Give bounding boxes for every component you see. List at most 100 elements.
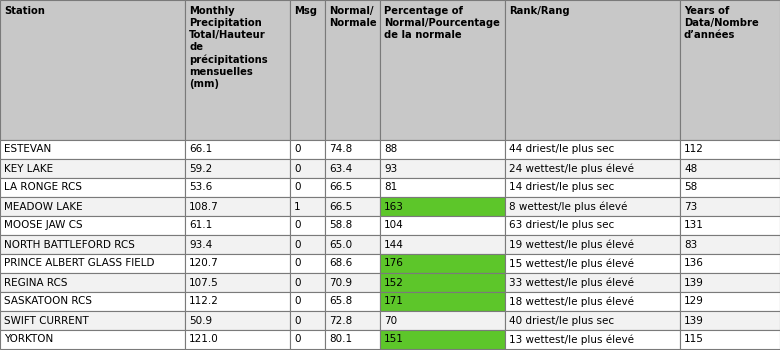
Text: SWIFT CURRENT: SWIFT CURRENT xyxy=(4,315,89,326)
Bar xyxy=(380,197,505,216)
Text: 0: 0 xyxy=(294,182,300,192)
Text: 88: 88 xyxy=(384,145,397,154)
Text: 0: 0 xyxy=(294,145,300,154)
Bar xyxy=(290,216,325,235)
Bar xyxy=(185,178,290,197)
Text: 13 wettest/le plus élevé: 13 wettest/le plus élevé xyxy=(509,334,634,345)
Text: LA RONGE RCS: LA RONGE RCS xyxy=(4,182,82,192)
Bar xyxy=(290,197,325,216)
Text: 151: 151 xyxy=(384,335,404,344)
Text: 131: 131 xyxy=(684,220,704,231)
Bar xyxy=(680,273,780,292)
Text: 19 wettest/le plus élevé: 19 wettest/le plus élevé xyxy=(509,239,634,250)
Bar xyxy=(380,140,505,159)
Text: 139: 139 xyxy=(684,315,704,326)
Bar xyxy=(0,159,185,178)
Bar xyxy=(0,178,185,197)
Text: SASKATOON RCS: SASKATOON RCS xyxy=(4,296,92,307)
Bar xyxy=(680,159,780,178)
Bar xyxy=(325,159,380,178)
Bar xyxy=(380,311,505,330)
Bar xyxy=(290,311,325,330)
Bar xyxy=(0,140,185,159)
Text: 65.8: 65.8 xyxy=(329,296,353,307)
Text: 44 driest/le plus sec: 44 driest/le plus sec xyxy=(509,145,615,154)
Bar xyxy=(505,178,680,197)
Text: 93.4: 93.4 xyxy=(189,239,212,250)
Text: 120.7: 120.7 xyxy=(189,259,218,268)
Text: 0: 0 xyxy=(294,259,300,268)
Text: 8 wettest/le plus élevé: 8 wettest/le plus élevé xyxy=(509,201,627,212)
Text: 58: 58 xyxy=(684,182,697,192)
Bar xyxy=(325,216,380,235)
Bar xyxy=(0,197,185,216)
Text: YORKTON: YORKTON xyxy=(4,335,53,344)
Bar xyxy=(380,273,505,292)
Text: REGINA RCS: REGINA RCS xyxy=(4,278,68,287)
Bar xyxy=(185,140,290,159)
Text: 81: 81 xyxy=(384,182,397,192)
Bar xyxy=(0,254,185,273)
Text: ESTEVAN: ESTEVAN xyxy=(4,145,51,154)
Text: 80.1: 80.1 xyxy=(329,335,352,344)
Bar xyxy=(185,292,290,311)
Text: 0: 0 xyxy=(294,220,300,231)
Bar xyxy=(185,273,290,292)
Bar xyxy=(380,159,505,178)
Bar xyxy=(325,178,380,197)
Bar xyxy=(0,0,185,140)
Bar xyxy=(505,254,680,273)
Bar xyxy=(185,254,290,273)
Text: 136: 136 xyxy=(684,259,704,268)
Bar xyxy=(290,178,325,197)
Bar xyxy=(185,330,290,349)
Bar xyxy=(290,330,325,349)
Text: 0: 0 xyxy=(294,239,300,250)
Text: 107.5: 107.5 xyxy=(189,278,218,287)
Text: MEADOW LAKE: MEADOW LAKE xyxy=(4,202,83,211)
Bar xyxy=(0,330,185,349)
Bar xyxy=(290,273,325,292)
Bar xyxy=(0,311,185,330)
Text: KEY LAKE: KEY LAKE xyxy=(4,163,53,174)
Bar xyxy=(680,330,780,349)
Bar xyxy=(325,254,380,273)
Text: MOOSE JAW CS: MOOSE JAW CS xyxy=(4,220,83,231)
Text: 0: 0 xyxy=(294,335,300,344)
Bar xyxy=(290,292,325,311)
Bar xyxy=(505,292,680,311)
Bar xyxy=(325,0,380,140)
Text: 152: 152 xyxy=(384,278,404,287)
Text: 83: 83 xyxy=(684,239,697,250)
Text: 58.8: 58.8 xyxy=(329,220,353,231)
Bar xyxy=(505,235,680,254)
Bar xyxy=(325,311,380,330)
Bar xyxy=(325,292,380,311)
Bar xyxy=(0,235,185,254)
Bar xyxy=(185,235,290,254)
Text: 70.9: 70.9 xyxy=(329,278,352,287)
Bar xyxy=(0,292,185,311)
Bar xyxy=(505,0,680,140)
Text: 129: 129 xyxy=(684,296,704,307)
Text: 59.2: 59.2 xyxy=(189,163,212,174)
Bar xyxy=(290,0,325,140)
Text: Station: Station xyxy=(4,6,45,16)
Bar xyxy=(380,330,505,349)
Text: 112: 112 xyxy=(684,145,704,154)
Bar xyxy=(290,254,325,273)
Bar xyxy=(505,216,680,235)
Text: 63 driest/le plus sec: 63 driest/le plus sec xyxy=(509,220,615,231)
Text: 163: 163 xyxy=(384,202,404,211)
Bar xyxy=(185,0,290,140)
Text: 72.8: 72.8 xyxy=(329,315,353,326)
Bar xyxy=(380,216,505,235)
Bar xyxy=(290,140,325,159)
Text: 33 wettest/le plus élevé: 33 wettest/le plus élevé xyxy=(509,277,634,288)
Text: 53.6: 53.6 xyxy=(189,182,212,192)
Bar xyxy=(290,235,325,254)
Bar xyxy=(325,197,380,216)
Bar xyxy=(680,178,780,197)
Text: 0: 0 xyxy=(294,163,300,174)
Bar xyxy=(185,159,290,178)
